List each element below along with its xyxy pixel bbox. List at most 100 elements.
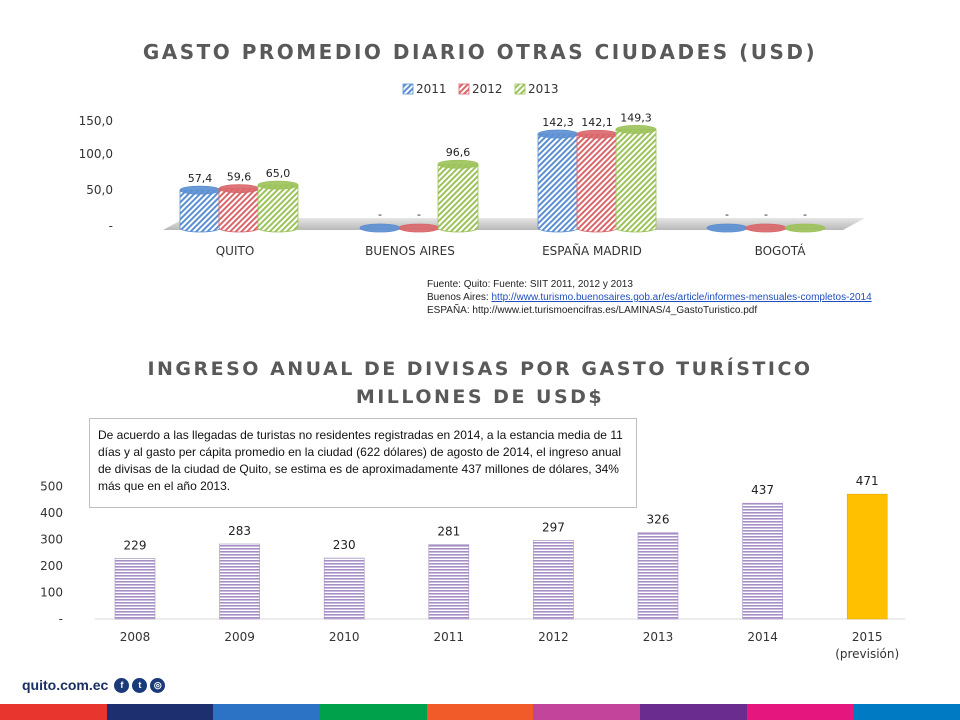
data-label: 297 [542,520,565,534]
chart1-legend: 2011 2012 2013 [402,82,559,96]
chart2-bars: 229 283 230 281 297 326 437 471 [114,474,888,620]
data-label: 149,3 [620,111,652,124]
chart1-title: GASTO PROMEDIO DIARIO OTRAS CIUDADES (US… [142,40,818,64]
source-line-espana: ESPAÑA: http://www.iet.turismoencifras.e… [427,305,758,316]
color-bar-segment [640,704,747,720]
legend-label-2013: 2013 [528,82,559,96]
bar-2010 [323,557,365,620]
chart1-y-axis: 150,0 100,0 50,0 - [79,114,113,233]
data-label: 229 [124,538,147,552]
source-note: Fuente: Quito: Fuente: SIIT 2011, 2012 y… [427,278,872,317]
color-bar-segment [320,704,427,720]
cylinder-top [437,159,479,169]
x-category-sublabel: (previsión) [835,647,899,661]
data-label: 142,1 [581,116,613,129]
cylinder-2013: 149,3 [615,111,657,233]
bar-2014 [742,502,783,620]
chart1-floor-plane [163,218,865,230]
footer-color-bar [0,704,960,720]
y-tick-label: 50,0 [86,183,113,197]
cylinder-top [179,185,221,195]
color-bar-segment [533,704,641,720]
x-category-label: 2009 [224,630,255,644]
y-tick-label: 200 [40,559,63,573]
x-category-label: 2014 [747,630,778,644]
x-category-label: QUITO [216,244,255,258]
source-prefix: Buenos Aires: [427,292,492,303]
y-tick-label: 300 [40,533,63,547]
data-label: - [378,208,382,221]
source-link[interactable]: http://www.turismo.buenosaires.gob.ar/es… [491,292,872,303]
chart2-x-axis: 2008 2009 2010 2011 2012 2013 2014 2015 (previsi… [120,630,899,661]
cylinder-2011: 57,4 [179,172,221,233]
cylinder-body [218,188,260,233]
chart1-bars: 57,4 59,6 65,0 - - 96,6 142,3 142,1 149,3 - - - [179,111,826,233]
legend-swatch-2013 [514,83,526,95]
color-bar-segment [213,704,321,720]
data-label: 471 [856,474,879,488]
chart2-title-line2: MILLONES DE USD$ [355,386,605,408]
chart2-plot: 500 400 300 200 100 - 229 283 230 281 297 326 437 47… [40,474,905,661]
cylinder-body [179,189,221,233]
cylinder-2013: 65,0 [257,167,299,233]
cylinder-2011: 142,3 [537,116,579,233]
bar-2009 [219,543,260,620]
cylinder-top [615,125,657,134]
bar-2015 [846,493,888,620]
cylinder-body [537,133,579,233]
x-category-label: 2012 [538,630,569,644]
data-label: 142,3 [542,116,574,129]
x-category-label: 2013 [643,630,674,644]
cylinder-top [398,223,440,233]
y-tick-label: 500 [40,480,63,494]
cylinder-top [537,129,579,139]
data-label: 437 [751,483,774,497]
data-label: - [417,208,421,221]
source-line-quito: Fuente: Quito: Fuente: SIIT 2011, 2012 y… [427,279,633,290]
data-label: 283 [228,524,251,538]
legend-swatch-2012 [458,83,470,95]
y-tick-label: - [109,219,113,233]
chart1-x-axis: QUITO BUENOS AIRES ESPAÑA MADRID BOGOTÁ [216,243,806,258]
bar-2008 [114,558,156,620]
footer-logo: quito.com.ec f t ◎ [22,674,168,696]
logo-text: quito.com.ec [22,677,109,693]
estimate-note: De acuerdo a las llegadas de turistas no… [89,418,637,508]
x-category-label: ESPAÑA MADRID [542,243,642,258]
bar-2012 [533,539,574,620]
legend-label-2011: 2011 [416,82,447,96]
x-category-label: 2010 [329,630,360,644]
color-bar-segment [0,704,107,720]
y-tick-label: 400 [40,506,63,520]
facebook-icon[interactable]: f [114,677,130,693]
cylinder-top [576,129,618,139]
chart2-title-line1: INGRESO ANUAL DE DIVISAS POR GASTO TURÍS… [147,358,813,380]
data-label: - [803,208,807,221]
data-label: 59,6 [227,171,252,184]
cylinder-top [359,223,401,233]
cylinder-top [218,184,260,194]
bar-2011 [428,544,470,620]
legend-swatch-2011 [402,83,414,95]
data-label: 230 [333,538,356,552]
data-label: - [764,208,768,221]
cylinder-2013: 96,6 [437,146,479,233]
legend-label-2012: 2012 [472,82,503,96]
y-tick-label: 150,0 [79,114,113,128]
data-label: 57,4 [188,172,213,185]
data-label: 281 [437,525,460,539]
instagram-icon[interactable]: ◎ [150,677,166,693]
color-bar-segment [746,704,854,720]
x-category-label: 2015 [852,630,883,644]
source-line-buenos-aires: Buenos Aires: http://www.turismo.buenosa… [427,291,872,304]
x-category-label: BOGOTÁ [755,243,807,258]
color-bar-segment [853,704,960,720]
cylinder-body [615,129,657,233]
cylinder-2012: 142,1 [576,116,618,233]
y-tick-label: 100 [40,586,63,600]
cylinder-body [437,163,479,233]
cylinder-2013: - [784,208,826,233]
twitter-icon[interactable]: t [132,677,148,693]
y-tick-label: 100,0 [79,147,113,161]
data-label: - [725,208,729,221]
